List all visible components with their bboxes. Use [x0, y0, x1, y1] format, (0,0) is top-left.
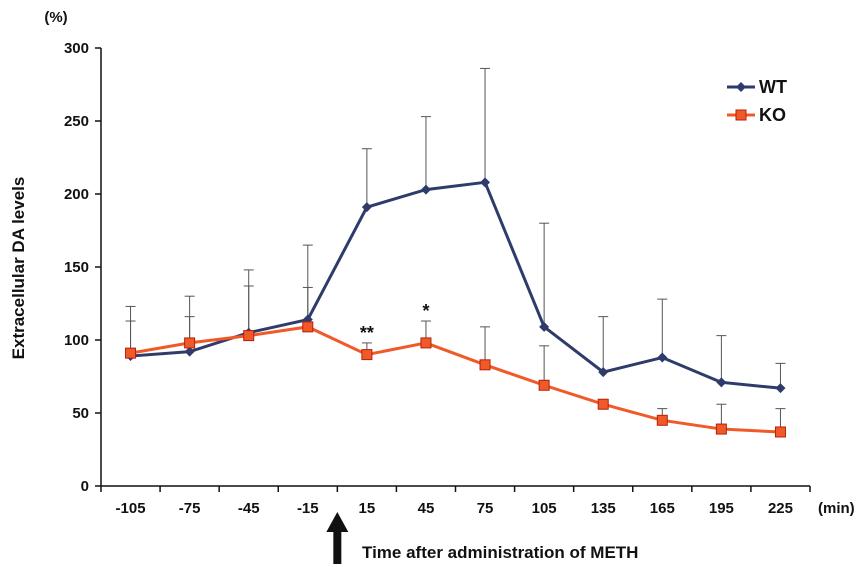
data-point-ko	[479, 359, 491, 371]
y-tick-label: 200	[64, 186, 89, 203]
data-point-ko	[774, 426, 786, 438]
y-tick-label: 300	[64, 40, 89, 57]
x-tick-label: 105	[532, 500, 557, 517]
data-point-ko	[243, 330, 255, 342]
y-tick-label: 100	[64, 332, 89, 349]
data-point-wt	[775, 383, 786, 394]
legend-label: KO	[759, 105, 786, 125]
x-tick-label: 195	[709, 500, 734, 517]
legend-marker	[736, 82, 746, 92]
y-unit-label: (%)	[44, 9, 67, 26]
series-line-ko	[130, 325, 781, 434]
x-tick-label: 225	[768, 500, 793, 517]
x-tick-label: -45	[238, 500, 260, 517]
data-point-ko	[302, 321, 314, 333]
significance-marker: **	[360, 323, 374, 343]
x-tick-label: 165	[650, 500, 675, 517]
data-point-wt	[657, 352, 668, 363]
y-tick-label: 250	[64, 113, 89, 130]
data-point-wt	[539, 321, 550, 332]
data-point-ko	[538, 379, 550, 391]
x-tick-label: 135	[591, 500, 616, 517]
data-point-ko	[361, 349, 373, 361]
data-point-ko	[656, 414, 668, 426]
x-unit-label: (min)	[818, 500, 855, 517]
data-point-ko	[125, 347, 137, 359]
data-point-wt	[598, 367, 609, 378]
legend-label: WT	[759, 77, 787, 97]
data-point-ko	[715, 423, 727, 435]
data-point-wt	[480, 177, 491, 188]
arrow-head	[326, 512, 349, 532]
y-axis-title: Extracellular DA levels	[9, 177, 28, 360]
x-tick-label: -105	[116, 500, 146, 517]
significance-marker: *	[422, 301, 429, 321]
x-axis-title: Time after administration of METH	[362, 543, 638, 562]
data-point-wt	[184, 346, 195, 357]
series-line-wt	[130, 180, 781, 390]
x-tick-label: 15	[359, 500, 376, 517]
data-point-ko	[420, 337, 432, 349]
x-tick-label: -15	[297, 500, 319, 517]
plot-area: 0 50 100 150 200 250 300 -105 -75 -45 -15 15 45 75 105…	[64, 40, 811, 564]
x-tick-label: 45	[418, 500, 435, 517]
data-point-wt	[420, 184, 431, 195]
data-point-wt	[361, 202, 372, 213]
data-point-ko	[184, 337, 196, 349]
legend-marker	[735, 109, 747, 121]
y-tick-label: 0	[81, 478, 89, 495]
data-point-ko	[597, 398, 609, 410]
data-point-wt	[716, 377, 727, 388]
arrow-shaft	[333, 530, 342, 564]
x-tick-label: 75	[477, 500, 494, 517]
y-tick-label: 150	[64, 259, 89, 276]
administration-arrow	[326, 512, 349, 564]
x-tick-label: -75	[179, 500, 201, 517]
y-tick-label: 50	[72, 405, 89, 422]
